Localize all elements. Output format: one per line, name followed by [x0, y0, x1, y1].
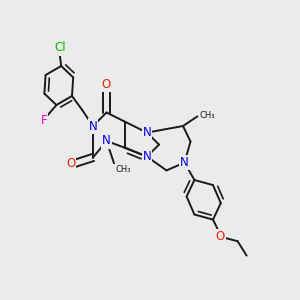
Text: CH₃: CH₃	[200, 111, 215, 120]
Text: N: N	[142, 126, 152, 139]
Text: N: N	[88, 119, 98, 133]
Text: N: N	[180, 156, 189, 169]
Text: O: O	[215, 230, 224, 244]
Text: F: F	[40, 113, 47, 127]
Text: O: O	[66, 157, 75, 170]
Text: N: N	[142, 150, 152, 163]
Text: Cl: Cl	[54, 41, 65, 55]
Text: CH₃: CH₃	[116, 165, 131, 174]
Text: N: N	[102, 134, 111, 148]
Text: O: O	[102, 78, 111, 91]
